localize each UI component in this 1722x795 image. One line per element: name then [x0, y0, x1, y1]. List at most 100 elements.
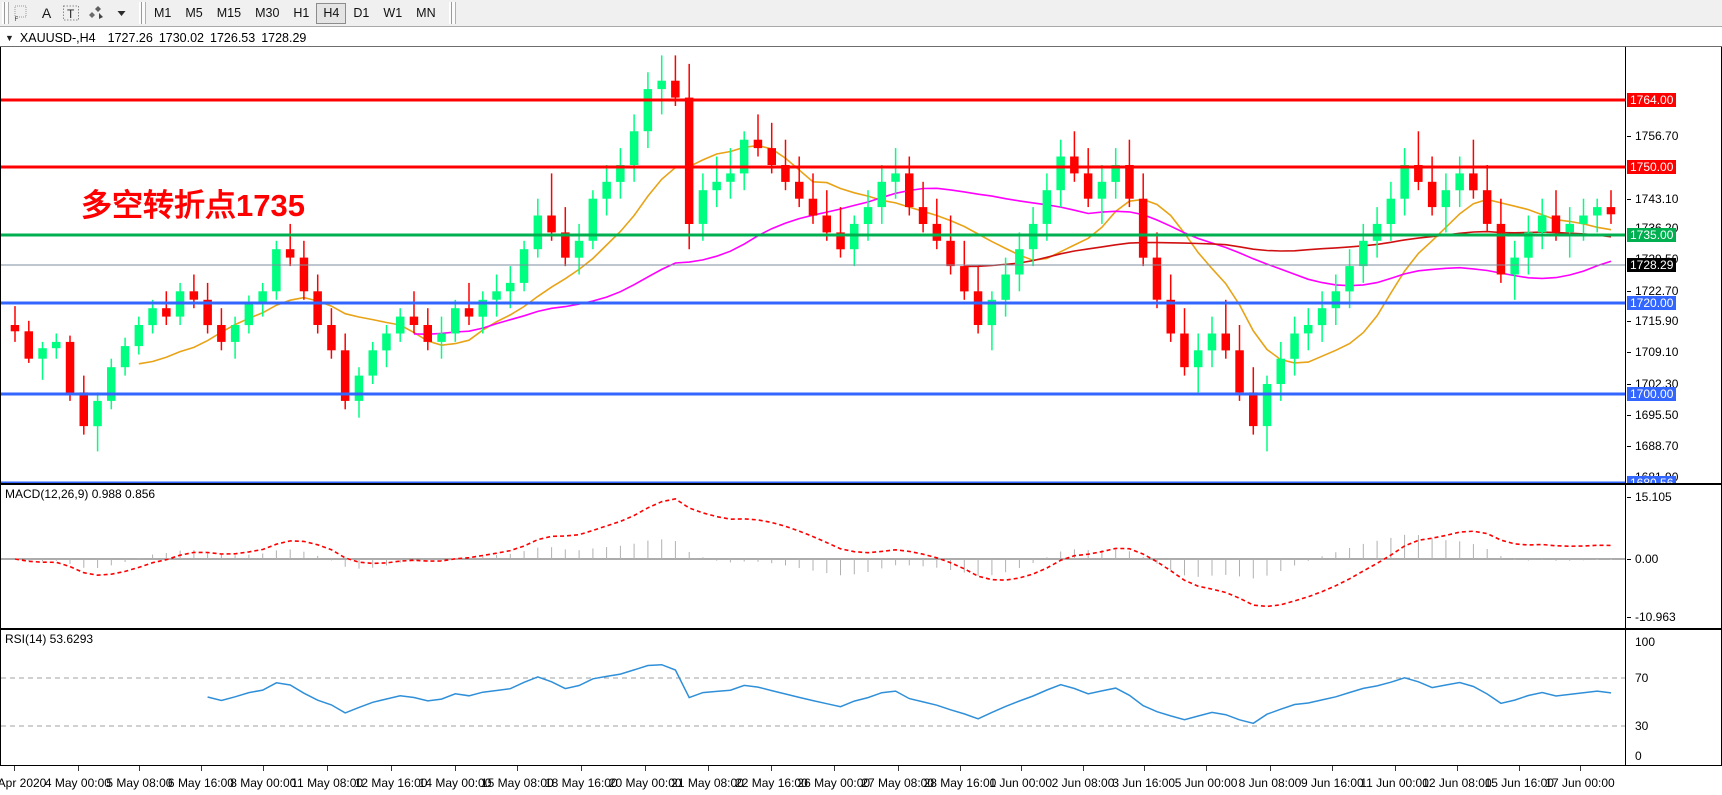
rsi-tick-label: 0	[1635, 749, 1642, 763]
macd-panel[interactable]: MACD(12,26,9) 0.988 0.856 15.105 0.00 -10.…	[0, 484, 1722, 629]
svg-text:F: F	[15, 17, 19, 22]
macd-tick-mark	[1627, 559, 1631, 560]
objects-tool-button[interactable]	[84, 2, 110, 24]
chart-toolbar: F A T M1 M5 M15 M30	[0, 0, 1722, 27]
macd-tick-label: 15.105	[1635, 490, 1672, 504]
time-tick-label: 8 Jun 08:00	[1238, 776, 1302, 790]
price-tick-mark	[1627, 352, 1631, 353]
macd-plot-area[interactable]	[1, 485, 1625, 628]
time-tick-mark	[14, 766, 15, 771]
time-tick-mark	[1519, 766, 1521, 771]
timeframe-m5[interactable]: M5	[185, 6, 203, 20]
time-tick-label: 30 Apr 2020	[0, 776, 47, 790]
price-level-tag[interactable]: 1750.00	[1627, 160, 1677, 174]
price-scale[interactable]: 1764.001756.701750.001743.101736.201735.…	[1625, 47, 1721, 483]
crosshair-tool-button[interactable]: F	[10, 2, 35, 24]
timeframe-m15[interactable]: M15	[216, 6, 242, 20]
time-tick-label: 18 May 16:00	[544, 776, 618, 790]
price-level-tag[interactable]: 1680.56	[1627, 476, 1677, 483]
label-tool-button[interactable]: T	[58, 2, 84, 24]
macd-label: MACD(12,26,9) 0.988 0.856	[5, 487, 159, 501]
price-chart-panel[interactable]: 多空转折点1735 1764.00 1756.70 1750.00 1743.10 17…	[0, 47, 1722, 484]
time-tick-mark	[1269, 766, 1271, 771]
price-tick-label: 1709.10	[1635, 345, 1679, 359]
timeframe-h1[interactable]: H1	[293, 6, 310, 20]
price-tick-mark	[1627, 291, 1631, 292]
rsi-plot-area[interactable]	[1, 630, 1625, 765]
time-tick-label: 4 May 00:00	[44, 776, 111, 790]
objects-dropdown-button[interactable]	[110, 2, 133, 24]
timeframe-m30[interactable]: M30	[255, 6, 280, 20]
letter-a-icon: A	[41, 5, 52, 21]
text-tool-button[interactable]: A	[35, 2, 58, 24]
time-tick-mark	[77, 766, 79, 771]
symbol-info-bar: ▼ XAUUSD-,H4 1727.26 1730.02 1726.53 172…	[0, 28, 1722, 47]
time-tick-label: 15 May 08:00	[480, 776, 554, 790]
timeframe-d1[interactable]: D1	[353, 6, 370, 20]
price-tick-label: 1722.70	[1635, 284, 1679, 298]
time-tick-mark	[581, 766, 583, 771]
rsi-tick-label: 30	[1635, 719, 1649, 733]
time-tick-mark	[771, 766, 773, 771]
price-tick-mark	[1627, 446, 1631, 447]
macd-svg	[1, 498, 1625, 608]
time-tick-mark	[1580, 766, 1581, 771]
time-tick-label: 15 Jun 16:00	[1484, 776, 1554, 790]
price-tick-label: 1743.10	[1635, 192, 1679, 206]
time-tick-mark	[645, 766, 647, 771]
toolbar-grip-3[interactable]	[448, 2, 456, 24]
time-tick-mark	[1332, 766, 1334, 771]
symbol-name: XAUUSD-,H4	[19, 30, 96, 45]
svg-text:T: T	[67, 7, 75, 21]
time-tick-mark	[833, 766, 835, 771]
quote-high: 1730.02	[158, 30, 205, 45]
price-tick-mark	[1627, 321, 1631, 322]
time-tick-label: 5 May 08:00	[106, 776, 173, 790]
price-level-tag[interactable]: 1720.00	[1627, 296, 1677, 310]
rsi-label: RSI(14) 53.6293	[5, 632, 97, 646]
time-tick-label: 26 May 00:00	[797, 776, 871, 790]
time-tick-label: 8 May 00:00	[230, 776, 297, 790]
time-tick-mark	[707, 766, 709, 771]
macd-tick-label: 0.00	[1635, 552, 1659, 566]
price-plot-area[interactable]: 多空转折点1735	[1, 47, 1625, 483]
macd-tick-mark	[1627, 497, 1631, 498]
time-tick-label: 21 May 08:00	[671, 776, 744, 790]
time-tick-label: 1 Jun 00:00	[989, 776, 1053, 790]
time-tick-label: 11 May 08:00	[291, 776, 364, 790]
time-tick-label: 22 May 16:00	[735, 776, 808, 790]
symbol-dropdown-caret[interactable]: ▼	[5, 32, 14, 43]
time-tick-mark	[1143, 766, 1145, 771]
rsi-svg	[1, 663, 1625, 727]
time-tick-mark	[263, 766, 265, 771]
price-level-tag[interactable]: 1728.29	[1627, 258, 1677, 272]
rsi-panel[interactable]: RSI(14) 53.6293 100 70 30 0	[0, 629, 1722, 766]
time-tick-mark	[1456, 766, 1458, 771]
toolbar-grip-2[interactable]	[139, 2, 146, 24]
price-level-tag[interactable]: 1735.00	[1627, 228, 1677, 242]
timeframe-h4[interactable]: H4	[316, 2, 347, 24]
macd-tick-mark	[1627, 617, 1631, 618]
price-level-tag[interactable]: 1700.00	[1627, 387, 1677, 401]
time-tick-label: 12 May 16:00	[354, 776, 428, 790]
text-label-icon: T	[63, 5, 79, 21]
time-tick-label: 11 Jun 00:00	[1360, 776, 1429, 790]
toolbar-grip-1[interactable]	[2, 2, 9, 24]
price-level-tag[interactable]: 1764.00	[1627, 93, 1677, 107]
price-tick-label: 1688.70	[1635, 439, 1679, 453]
time-tick-mark	[1206, 766, 1208, 771]
timeframe-w1[interactable]: W1	[383, 6, 403, 20]
time-tick-label: 27 May 08:00	[861, 776, 935, 790]
rsi-scale: 100 70 30 0	[1625, 630, 1721, 765]
time-tick-label: 3 Jun 16:00	[1112, 776, 1176, 790]
time-tick-label: 6 May 16:00	[167, 776, 234, 790]
price-tick-label: 1695.50	[1635, 408, 1679, 422]
timeframe-m1[interactable]: M1	[154, 6, 172, 20]
timeframe-mn[interactable]: MN	[416, 6, 436, 20]
time-tick-label: 14 May 00:00	[418, 776, 492, 790]
time-tick-mark	[517, 766, 519, 771]
price-tick-mark	[1627, 136, 1631, 137]
rsi-tick-label: 100	[1635, 635, 1656, 649]
